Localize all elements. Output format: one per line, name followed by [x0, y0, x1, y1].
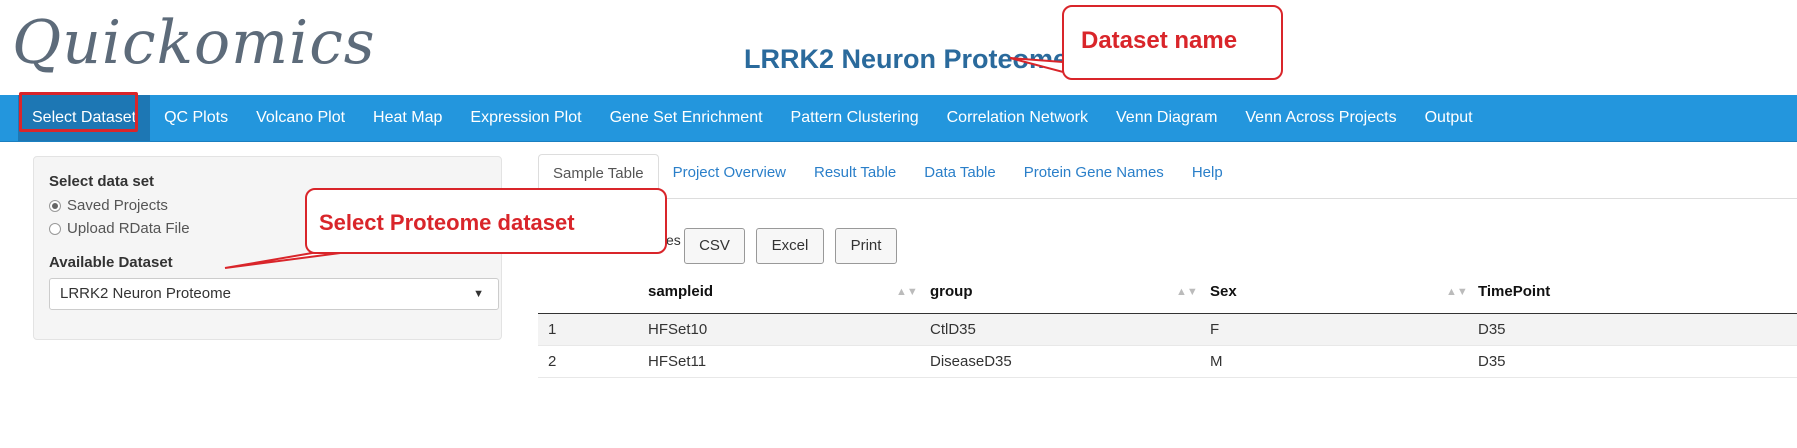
select-proteome-callout: Select Proteome dataset: [305, 188, 667, 254]
nav-qc-plots[interactable]: QC Plots: [164, 109, 229, 126]
nav-select-dataset[interactable]: Select Dataset: [18, 95, 151, 141]
sort-icon[interactable]: ▲▼: [1176, 286, 1198, 298]
dataset-name-callout-text: Dataset name: [1081, 27, 1238, 54]
tab-protein-gene-names[interactable]: Protein Gene Names: [1023, 164, 1164, 181]
tab-project-overview[interactable]: Project Overview: [672, 164, 786, 181]
table-row[interactable]: 1 HFSet10 CtlD35 F D35: [538, 314, 1797, 346]
cell-group: CtlD35: [930, 321, 976, 338]
sample-table: sampleid ▲▼ group ▲▼ Sex ▲▼ TimePoint 1 …: [538, 271, 1797, 378]
nav-gene-set-enrichment[interactable]: Gene Set Enrichment: [609, 109, 763, 126]
select-dataset-highlight: [19, 92, 138, 132]
dataset-select[interactable]: LRRK2 Neuron Proteome ▼: [49, 278, 499, 310]
nav-heat-map[interactable]: Heat Map: [373, 109, 443, 126]
cell-sampleid: HFSet11: [648, 353, 707, 370]
nav-pattern-clustering[interactable]: Pattern Clustering: [790, 109, 919, 126]
nav-expression-plot[interactable]: Expression Plot: [470, 109, 582, 126]
cell-sampleid: HFSet10: [648, 321, 708, 338]
nav-correlation-network[interactable]: Correlation Network: [946, 109, 1088, 126]
sort-icon[interactable]: ▲▼: [896, 286, 918, 298]
radio-saved-projects-label: Saved Projects: [67, 197, 168, 214]
excel-button[interactable]: Excel: [756, 228, 824, 264]
app-logo: Quickomics: [12, 8, 376, 78]
nav-venn-across-projects[interactable]: Venn Across Projects: [1245, 109, 1397, 126]
col-group[interactable]: group: [930, 283, 973, 300]
print-button[interactable]: Print: [835, 228, 897, 264]
select-data-set-label: Select data set: [49, 173, 155, 190]
select-proteome-callout-text: Select Proteome dataset: [319, 210, 575, 235]
main-navbar: Select Dataset QC Plots Volcano Plot Hea…: [0, 95, 1797, 142]
table-row[interactable]: 2 HFSet11 DiseaseD35 M D35: [538, 346, 1797, 378]
dataset-title: LRRK2 Neuron Proteome: [744, 44, 1069, 74]
cell-sex: M: [1210, 353, 1223, 370]
dataset-name-callout: Dataset name: [1062, 5, 1283, 80]
dataset-select-value: LRRK2 Neuron Proteome: [60, 285, 231, 302]
radio-upload-rdata[interactable]: Upload RData File: [49, 220, 190, 237]
csv-button[interactable]: CSV: [684, 228, 745, 264]
content-tabs: Sample Table Project Overview Result Tab…: [538, 154, 1797, 199]
row-index: 2: [548, 353, 557, 370]
tab-help[interactable]: Help: [1191, 164, 1223, 181]
available-dataset-label: Available Dataset: [49, 254, 173, 271]
col-sampleid[interactable]: sampleid: [648, 283, 714, 300]
cell-timepoint: D35: [1478, 353, 1506, 370]
nav-output[interactable]: Output: [1424, 109, 1473, 126]
radio-saved-projects[interactable]: Saved Projects: [49, 197, 168, 214]
radio-upload-rdata-label: Upload RData File: [67, 220, 190, 237]
tab-data-table[interactable]: Data Table: [924, 164, 996, 181]
sidebar-panel: Select data set Saved Projects Upload RD…: [33, 156, 502, 340]
col-sex[interactable]: Sex: [1210, 283, 1237, 300]
radio-selected-icon: [49, 199, 61, 212]
sort-icon[interactable]: ▲▼: [1446, 286, 1468, 298]
radio-unselected-icon: [49, 222, 61, 235]
cell-timepoint: D35: [1478, 321, 1506, 338]
row-index: 1: [548, 321, 557, 338]
col-timepoint[interactable]: TimePoint: [1478, 283, 1551, 300]
cell-group: DiseaseD35: [930, 353, 1012, 370]
table-header: sampleid ▲▼ group ▲▼ Sex ▲▼ TimePoint: [538, 271, 1797, 314]
partial-label: es: [666, 232, 681, 248]
caret-down-icon: ▼: [473, 288, 484, 300]
nav-venn-diagram[interactable]: Venn Diagram: [1116, 109, 1218, 126]
cell-sex: F: [1210, 321, 1220, 338]
nav-volcano-plot[interactable]: Volcano Plot: [256, 109, 346, 126]
tab-result-table[interactable]: Result Table: [814, 164, 897, 181]
